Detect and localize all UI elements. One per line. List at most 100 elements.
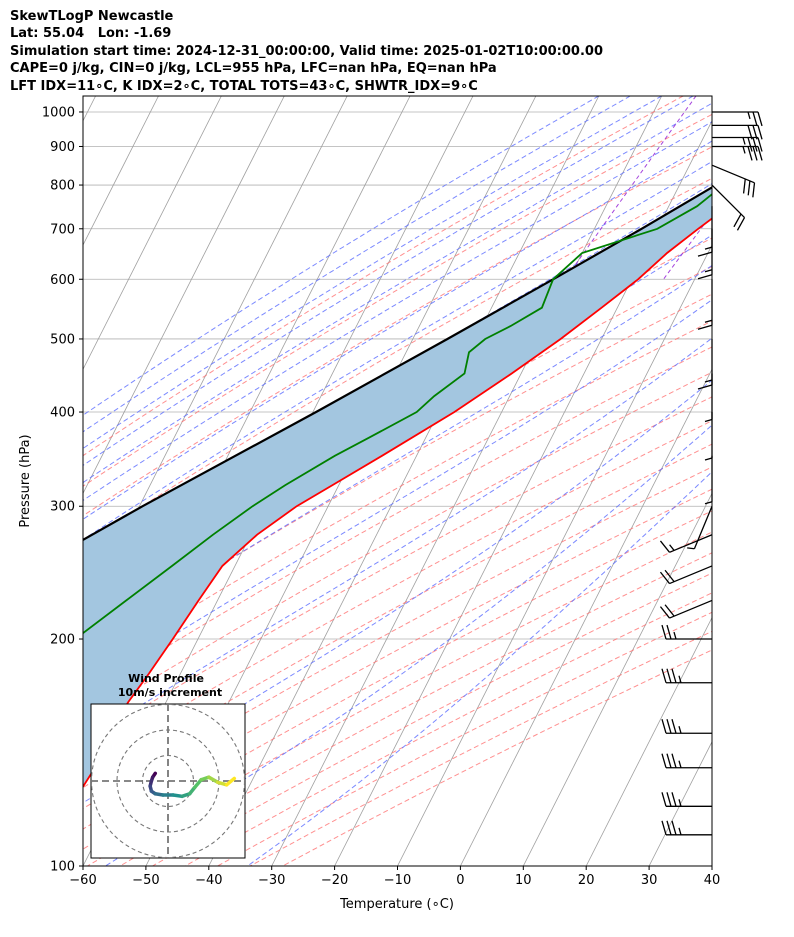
isotherm--120 [83,96,96,122]
moist-adiabat [83,121,712,502]
moist-adiabat [83,102,712,484]
barb-half-flag [673,631,677,640]
wind-barb [661,624,712,640]
barb-flag [671,668,677,683]
barb-flag [666,820,672,835]
x-axis-label: Temperature (∘C) [339,897,454,912]
barb-flag [747,146,753,161]
location-line: Lat: 55.04 Lon: -1.69 [10,26,172,42]
x-tick-label: −30 [258,873,285,888]
barb-flag [742,178,746,194]
hodograph-subtitle: 10m/s increment [118,686,222,699]
hodograph-segment [224,776,237,787]
barb-half-flag [669,544,675,551]
barb-flag [747,180,751,196]
moist-adiabat [83,183,712,563]
moist-adiabat [83,96,600,416]
x-tick-label: 30 [641,873,658,888]
barb-flag [752,137,758,152]
barb-flag [752,111,758,127]
moist-adiabat [83,140,712,520]
wind-barb [712,111,763,127]
isotherm-0 [460,368,712,866]
dry-adiabat [87,531,712,866]
barb-shaft [711,164,755,184]
x-tick-label: 20 [578,873,595,888]
barb-flag [697,324,713,330]
barb-half-flag [687,547,695,550]
wind-barb [697,279,713,330]
moist-adiabat [83,160,712,541]
barb-flag [757,137,763,152]
wind-barb [711,184,746,231]
chart-header: SkewTLogP Newcastle Lat: 55.04 Lon: -1.6… [10,8,603,95]
wind-barb [659,599,713,619]
x-tick-label: −60 [69,873,96,888]
barb-flag [752,182,756,198]
barb-flag [757,111,763,127]
y-tick-label: 800 [50,179,75,194]
barb-flag [697,384,713,390]
barb-flag [666,753,672,768]
x-tick-label: 0 [456,873,464,888]
barb-flag [736,217,746,231]
barb-half-flag [704,269,713,273]
barb-flag [752,146,758,161]
barb-shaft [669,534,713,553]
barb-half-flag [704,379,713,383]
barb-half-flag [678,726,682,734]
x-tick-label: 40 [704,873,721,888]
moist-adiabat [83,96,662,450]
barb-flag [666,624,672,640]
wind-barb [711,164,756,198]
barb-flag [659,606,671,619]
barb-half-flag [678,675,682,683]
isotherm--30 [271,96,663,866]
y-axis-label: Pressure (hPa) [18,434,33,527]
x-tick-label: 10 [515,873,532,888]
barb-shaft [711,184,745,219]
dry-adiabat [83,420,712,767]
mixing-ratio-line [663,213,712,280]
isotherm--90 [83,96,285,495]
wind-barb [661,753,712,769]
wind-barb [661,792,712,807]
barb-flag [661,624,667,640]
barb-flag [733,213,742,228]
hodograph-plot [91,704,245,858]
barb-half-flag [747,111,751,120]
x-tick-label: −20 [321,873,348,888]
isotherm-10 [522,492,712,866]
barb-half-flag [704,501,713,505]
isotherm--80 [83,96,348,619]
x-tick-label: −50 [132,873,159,888]
barb-half-flag [742,137,746,145]
mixing-ratio-line [564,96,697,280]
barb-flag [757,146,763,161]
y-tick-label: 200 [50,633,75,648]
barb-flag [747,137,753,152]
dry-adiabat [83,466,712,810]
barb-half-flag [678,799,682,807]
mixing-ratio-line [777,96,794,279]
y-tick-label: 700 [50,222,75,237]
barb-shaft [669,599,713,619]
dry-adiabat [83,510,712,850]
hodograph-title: Wind Profile [128,672,204,685]
moist-adiabat [83,337,712,742]
barb-flag [671,753,677,768]
barb-flag [659,540,671,553]
barb-flag [671,820,677,835]
dry-adiabat [83,113,712,487]
barb-flag [666,668,672,683]
isotherm--110 [83,96,159,246]
time-line: Simulation start time: 2024-12-31_00:00:… [10,43,603,59]
moist-adiabat [105,424,712,866]
barb-half-flag [704,457,713,461]
dewpoint-line [83,193,712,635]
barb-flag [697,274,713,280]
wind-barb [659,565,713,585]
barb-flag [666,719,672,734]
y-tick-label: 1000 [42,105,75,120]
index-line: LFT IDX=11∘C, K IDX=2∘C, TOTAL TOTS=43∘C… [10,78,478,94]
